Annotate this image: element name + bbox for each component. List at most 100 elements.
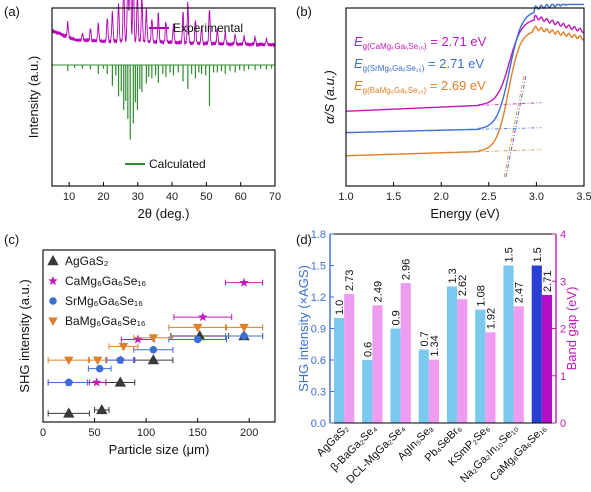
data-point	[239, 323, 249, 333]
annotation-subscript: g(SrMg₆Ga₆Se₁₆)	[363, 64, 425, 73]
panel-a: (a) 10 20 30 40 50 60 70 Experimental Calculated 2…	[4, 0, 281, 221]
y-tick-label-right: 1	[560, 371, 566, 383]
x-tick-label: 2.0	[434, 191, 449, 203]
x-axis-label: Particle size (μm)	[109, 442, 210, 457]
legend-experimental: Experimental	[173, 21, 243, 35]
bandgap-bar	[372, 305, 383, 423]
annotation-symbol: E	[354, 56, 363, 71]
bandgap-bar	[400, 283, 411, 423]
shg-bar	[531, 265, 542, 423]
shg-bar	[503, 265, 514, 423]
x-tick-label: 30	[132, 191, 144, 203]
edge-extrapolation	[505, 75, 527, 178]
data-point	[96, 403, 108, 415]
bandgap-bar	[428, 359, 440, 423]
data-point	[193, 335, 202, 344]
y-axis-label: Intensity (a.u.)	[26, 56, 41, 138]
bandgap-bar	[457, 299, 468, 423]
annotation-value: = 2.71 eV	[427, 34, 487, 49]
data-point	[48, 276, 58, 286]
x-tick-label: 70	[269, 191, 281, 203]
data-point	[133, 334, 143, 344]
plot-frame-a	[51, 7, 276, 187]
x-tick-label: 3.0	[529, 191, 544, 203]
baseline-extrapolation	[431, 102, 542, 108]
annotation-subscript: g(CaMg₆Ga₆Se₁₆)	[363, 42, 427, 51]
data-point	[47, 255, 59, 266]
data-point	[148, 334, 159, 343]
x-axis-label: 2θ (deg.)	[137, 206, 189, 221]
bandgap-bar-label: 1.92	[485, 308, 497, 329]
data-point	[116, 356, 125, 364]
shg-bar-label: 0.6	[362, 342, 374, 357]
y-tick-label-right: 0	[560, 418, 566, 430]
data-point	[147, 354, 160, 365]
y-tick-label-left: 0.9	[311, 324, 326, 336]
x-tick-label: 100	[137, 427, 155, 439]
shg-bar-label: 1.5	[504, 247, 516, 262]
y-tick-label-right: 3	[560, 276, 566, 288]
annotation-symbol: E	[354, 34, 363, 49]
bandgap-annotation: Eg(SrMg₆Ga₆Se₁₆) = 2.71 eV	[354, 56, 484, 73]
shg-bar-label: 0.9	[391, 310, 403, 325]
bandgap-annotation: Eg(CaMg₆Ga₆Se₁₆) = 2.71 eV	[354, 34, 487, 51]
panel-b: (b) 1.0 1.5 2.0 2.5 3.0 3.5 Eg(CaMg₆Ga₆Se₁₆) = …	[296, 3, 591, 221]
data-point	[149, 346, 158, 354]
panel-c: (c) 0 50 100 150 200 AgGaS₂ CaMg₆Ga₆Se₁₆ SrMg₆Ga…	[4, 232, 276, 457]
bandgap-bar-label: 2.62	[457, 275, 469, 296]
x-tick-label: 60	[235, 191, 247, 203]
shg-bar-label: 1.08	[475, 285, 487, 306]
bandgap-bar-label: 2.71	[542, 271, 554, 292]
shg-bar-label: 0.7	[419, 331, 431, 346]
legend-entry: CaMg₆Ga₆Se₁₆	[65, 274, 146, 288]
shg-bar-label: 1.5	[532, 247, 544, 262]
y-axis-label: α/S (a.u.)	[322, 70, 337, 124]
shg-bar	[333, 318, 345, 423]
x-tick-label: 3.5	[576, 191, 591, 203]
shg-bar	[446, 286, 458, 423]
x-tick-label: 1.0	[338, 191, 353, 203]
baseline-extrapolation	[431, 149, 542, 154]
bandgap-bar	[541, 294, 553, 423]
data-point	[92, 356, 103, 366]
annotation-value: = 2.69 eV	[426, 78, 486, 93]
data-point	[65, 378, 73, 387]
x-tick-label: 1.5	[386, 191, 401, 203]
bandgap-bar	[344, 294, 355, 423]
legend-entry: BaMg₆Ga₆Se₁₆	[65, 314, 146, 328]
annotation-value: = 2.71 eV	[424, 56, 484, 71]
y-tick-label-right: 2	[560, 324, 566, 336]
data-point	[198, 312, 208, 322]
y-tick-label-left: 1.8	[311, 229, 326, 241]
bandgap-bar-label: 2.47	[514, 282, 526, 303]
shg-bar	[418, 349, 429, 423]
x-tick-label: 40	[166, 191, 178, 203]
data-point	[49, 297, 57, 305]
x-axis-label: Energy (eV)	[430, 206, 499, 221]
y-axis-label-right: Band gap (eV)	[564, 287, 579, 371]
shg-bar	[390, 328, 401, 423]
y-axis-label: SHG intensity (a.u.)	[17, 279, 32, 392]
x-tick-label: 50	[200, 191, 212, 203]
baseline-extrapolation	[431, 127, 542, 131]
shg-bar	[362, 360, 373, 423]
x-tick-label: 2.5	[481, 191, 496, 203]
shg-bar-label: 1.0	[334, 300, 346, 315]
panel-label-d: (d)	[296, 232, 312, 247]
experimental-pattern	[51, 0, 276, 48]
data-point	[48, 317, 58, 326]
y-tick-label-left: 1.5	[311, 261, 326, 273]
panel-label-c: (c)	[4, 232, 19, 247]
y-tick-label-left: 0.6	[311, 355, 326, 367]
bandgap-bar	[513, 306, 524, 423]
data-point	[114, 376, 127, 387]
x-tick-label: 20	[97, 191, 109, 203]
data-point	[63, 407, 75, 418]
y-tick-label-left: 0.3	[311, 387, 326, 399]
data-point	[118, 342, 129, 352]
data-point	[240, 332, 248, 340]
legend-entry: AgGaS₂	[65, 254, 109, 268]
bandgap-bar	[485, 332, 496, 423]
legend-calculated: Calculated	[149, 157, 206, 171]
